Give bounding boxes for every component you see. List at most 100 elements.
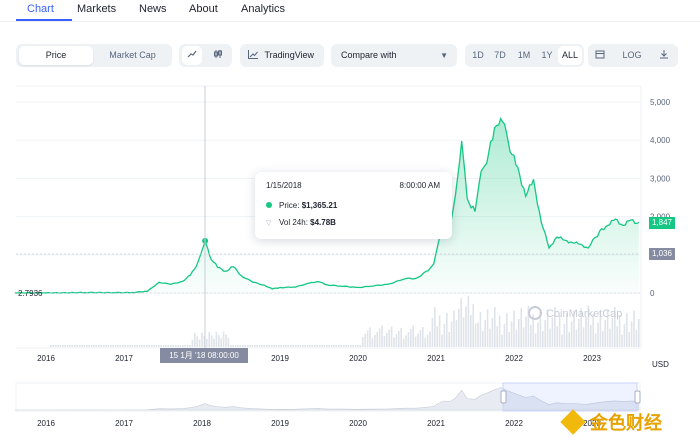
active-tab-indicator (16, 19, 72, 21)
volume-bar (402, 338, 405, 347)
volume-bar (429, 331, 431, 347)
volume-bar (357, 345, 359, 347)
volume-bar (364, 333, 366, 347)
volume-bar (304, 345, 306, 347)
volume-bar (90, 345, 93, 347)
range-1m-button[interactable]: 1M (517, 50, 531, 60)
range-navigator[interactable]: 2016 2017 2018 2019 2020 2021 2022 2023 (14, 382, 641, 428)
x-tick-label: 2020 (349, 354, 367, 363)
volume-bar (587, 305, 590, 347)
volume-bar (506, 313, 508, 347)
volume-bar (122, 345, 124, 347)
range-all-button[interactable]: ALL (558, 46, 582, 65)
volume-bar (400, 327, 402, 347)
volume-bar (201, 332, 203, 347)
y-tick-label: 3,000 (650, 174, 671, 183)
volume-bar (83, 345, 86, 347)
brand-logo-icon (560, 409, 586, 435)
x-tick-label: 2016 (37, 354, 55, 363)
volume-bar (270, 345, 273, 347)
volume-bar (470, 315, 472, 347)
y-tick-label: 5,000 (650, 98, 671, 107)
volume-bar (527, 305, 530, 347)
download-icon[interactable] (654, 46, 674, 65)
volume-bar (342, 345, 345, 347)
log-scale-button[interactable]: LOG (622, 50, 642, 60)
tooltip-price-value: $1,365.21 (301, 201, 338, 210)
volume-bar (585, 316, 587, 347)
volume-bar (575, 329, 578, 347)
volume-bar (263, 345, 266, 347)
range-1d-button[interactable]: 1D (472, 50, 484, 60)
navigator-handle-left (500, 390, 507, 404)
volume-bar (158, 345, 160, 347)
volume-bar (635, 329, 638, 347)
volume-bar (333, 345, 335, 347)
volume-bar (412, 325, 414, 347)
tradingview-button[interactable]: TradingView (240, 44, 324, 67)
tab-about[interactable]: About (189, 3, 218, 15)
volume-bar (126, 345, 129, 347)
volume-bar (114, 345, 117, 347)
volume-bar (78, 345, 81, 347)
volume-bar (249, 345, 251, 347)
volume-bar (189, 345, 191, 347)
tab-news[interactable]: News (139, 3, 167, 15)
range-7d-button[interactable]: 7D (494, 50, 506, 60)
compare-with-select[interactable]: Compare with ▼ (331, 44, 457, 67)
price-toggle-button[interactable]: Price (19, 46, 93, 65)
volume-bar (551, 317, 554, 347)
volume-bar (419, 330, 422, 347)
volume-bar (62, 345, 64, 347)
volume-bar (345, 345, 347, 347)
volume-bar (479, 311, 482, 347)
current-price-badge: 1,847 (649, 217, 675, 229)
volume-bar (208, 332, 210, 347)
volume-bar (395, 334, 398, 347)
candlestick-icon[interactable] (208, 46, 228, 65)
x-tick-label: 2021 (427, 354, 445, 363)
volume-bar (628, 332, 630, 347)
volume-bar (486, 309, 489, 347)
tab-analytics[interactable]: Analytics (241, 3, 286, 15)
volume-bar (414, 336, 417, 347)
range-1y-button[interactable]: 1Y (541, 50, 553, 60)
volume-bar (484, 320, 486, 347)
volume-bar (54, 345, 57, 347)
volume-bar (138, 345, 141, 347)
volume-bar (234, 345, 237, 347)
navigator-tick-label: 2020 (349, 419, 367, 428)
volume-bar (494, 307, 496, 347)
volume-bar (515, 329, 518, 347)
volume-bar (52, 345, 54, 347)
volume-bar (174, 345, 177, 347)
market-cap-toggle-button[interactable]: Market Cap (109, 50, 156, 60)
volume-bar (314, 345, 316, 347)
volume-bar (268, 345, 270, 347)
tradingview-label: TradingView (264, 50, 315, 60)
volume-bar (467, 295, 470, 347)
tab-chart[interactable]: Chart (27, 3, 54, 15)
line-chart-icon[interactable] (182, 46, 202, 65)
volume-bar (237, 345, 239, 347)
volume-bar (222, 331, 225, 347)
tradingview-icon (248, 50, 261, 60)
volume-bar (498, 315, 501, 347)
volume-bar (162, 345, 165, 347)
price-dot-icon (266, 202, 272, 208)
volume-bar (227, 337, 230, 347)
volume-bar (431, 317, 434, 347)
volume-bar (633, 310, 635, 347)
volume-bar (165, 345, 167, 347)
volume-bar (398, 331, 400, 347)
volume-bar (148, 345, 150, 347)
tab-markets[interactable]: Markets (77, 3, 117, 15)
volume-bar (554, 307, 556, 347)
volume-bar (592, 314, 594, 347)
calendar-icon[interactable] (590, 46, 610, 65)
volume-bar (410, 329, 412, 347)
volume-bar (465, 306, 467, 347)
volume-bar (225, 334, 227, 347)
volume-bar (611, 317, 614, 347)
volume-bar (124, 345, 126, 347)
